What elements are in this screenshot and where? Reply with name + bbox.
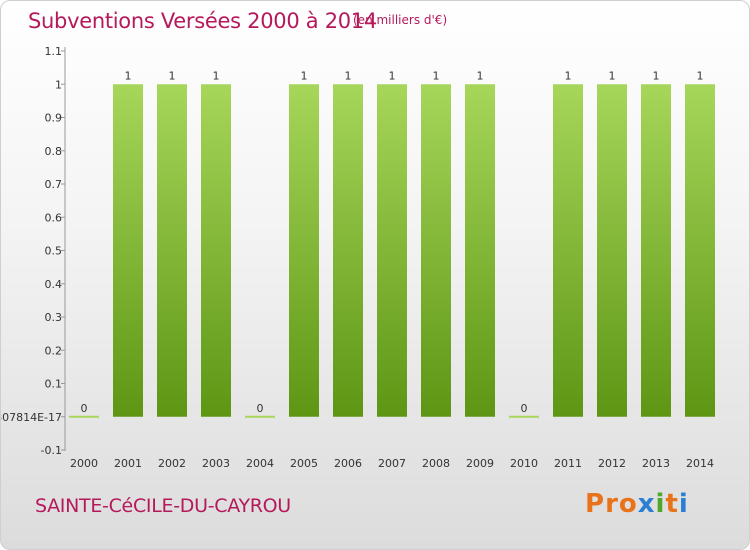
chart-title: Subventions Versées 2000 à 2014	[28, 9, 377, 33]
data-label-2014: 1	[697, 69, 704, 82]
x-tick-label: 2010	[510, 457, 538, 470]
data-label-2000: 0	[81, 402, 88, 415]
data-label-2010: 0	[521, 402, 528, 415]
bar-2010	[509, 415, 539, 418]
bar-2007	[377, 84, 407, 417]
y-tick-label: 0.7	[45, 178, 63, 191]
y-tick-label: -0.1	[41, 444, 62, 457]
y-tick-label: 1.3877787807814E-17	[1, 411, 62, 424]
x-tick-label: 2002	[158, 457, 186, 470]
commune-name: SAINTE-CéCILE-DU-CAYROU	[35, 495, 291, 517]
y-tick-label: 0.3	[45, 311, 63, 324]
logo-letter: r	[605, 489, 619, 519]
bar-2012	[597, 84, 627, 417]
logo-letter: x	[637, 489, 656, 519]
proxiti-logo: Proxiti	[585, 489, 689, 519]
logo-letter: o	[618, 489, 638, 519]
x-tick-label: 2004	[246, 457, 274, 470]
data-label-2006: 1	[345, 69, 352, 82]
bar-2000	[69, 415, 99, 418]
y-tick-label: 0.6	[45, 211, 63, 224]
y-tick-label: 0.2	[45, 344, 63, 357]
data-label-2003: 1	[213, 69, 220, 82]
y-tick-label: 0.4	[45, 278, 63, 291]
x-tick-label: 2001	[114, 457, 142, 470]
x-tick-label: 2006	[334, 457, 362, 470]
data-label-2005: 1	[301, 69, 308, 82]
logo-letter: i	[678, 489, 689, 519]
bar-2014	[685, 84, 715, 417]
bars-group: 0 1 1 1 0 1 1 1 1 1 0 1 1 1 1	[69, 69, 715, 418]
chart-unit-subtitle: (en milliers d'€)	[353, 13, 448, 27]
bar-2013	[641, 84, 671, 417]
y-tick-label: 1.1	[45, 45, 63, 58]
bar-2006	[333, 84, 363, 417]
data-label-2011: 1	[565, 69, 572, 82]
y-tick-label: 1	[55, 78, 62, 91]
data-label-2001: 1	[125, 69, 132, 82]
x-tick-label: 2005	[290, 457, 318, 470]
data-label-2008: 1	[433, 69, 440, 82]
x-tick-label: 2008	[422, 457, 450, 470]
logo-letter: t	[665, 489, 679, 519]
bar-2008	[421, 84, 451, 417]
y-tick-label: 0.8	[45, 145, 63, 158]
bar-2005	[289, 84, 319, 417]
x-tick-label: 2014	[686, 457, 714, 470]
data-label-2013: 1	[653, 69, 660, 82]
bar-2002	[157, 84, 187, 417]
x-tick-label: 2000	[70, 457, 98, 470]
bar-2003	[201, 84, 231, 417]
bar-2004	[245, 415, 275, 418]
y-tick-label: 0.1	[45, 378, 63, 391]
y-axis-ticks: 1.1 1 0.9 0.8 0.7 0.6 0.5 0.4 0.3 0.2 0.1 1.3877787…	[1, 45, 65, 457]
data-label-2002: 1	[169, 69, 176, 82]
x-tick-label: 2003	[202, 457, 230, 470]
x-tick-label: 2012	[598, 457, 626, 470]
x-tick-label: 2011	[554, 457, 582, 470]
data-label-2009: 1	[477, 69, 484, 82]
bar-2001	[113, 84, 143, 417]
logo-letter: i	[655, 489, 666, 519]
x-tick-label: 2013	[642, 457, 670, 470]
y-tick-label: 0.9	[45, 112, 63, 125]
data-label-2007: 1	[389, 69, 396, 82]
bar-2009	[465, 84, 495, 417]
x-tick-label: 2009	[466, 457, 494, 470]
bar-2011	[553, 84, 583, 417]
data-label-2004: 0	[257, 402, 264, 415]
logo-letter: P	[585, 489, 606, 519]
data-label-2012: 1	[609, 69, 616, 82]
x-tick-label: 2007	[378, 457, 406, 470]
y-tick-label: 0.5	[45, 245, 63, 258]
x-axis-ticks: 2000 2001 2002 2003 2004 2005 2006 2007 2008 2009…	[70, 457, 714, 470]
